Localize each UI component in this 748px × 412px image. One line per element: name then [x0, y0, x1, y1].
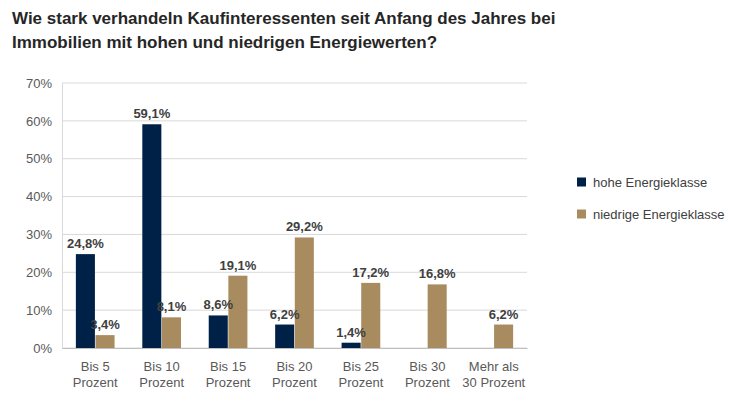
- bar: [96, 335, 115, 348]
- y-tick: 20%: [26, 265, 62, 280]
- bar: [209, 315, 228, 348]
- data-labels: 24,8% 59,1% 8,6% 6,2% 1,4% 3,4% 8,1% 19,1% 29,2%…: [67, 106, 519, 339]
- legend: hohe Energieklasse niedrige Energieklasse: [577, 175, 725, 222]
- x-tick-label: Bis 30Prozent: [405, 359, 450, 390]
- legend-item: hohe Energieklasse: [577, 175, 707, 190]
- legend-label: niedrige Energieklasse: [593, 207, 725, 222]
- data-label: 6,2%: [270, 307, 300, 322]
- grid-line: [62, 196, 527, 197]
- y-tick-label: 20%: [26, 265, 52, 280]
- x-tick: Bis 10Prozent: [139, 348, 184, 390]
- data-label: 8,1%: [157, 299, 187, 314]
- bar: [428, 284, 447, 348]
- legend-item: niedrige Energieklasse: [577, 207, 725, 222]
- data-label: 19,1%: [219, 258, 256, 273]
- grid-line: [62, 348, 527, 349]
- grid-line: [62, 83, 527, 84]
- y-tick-label: 70%: [26, 76, 52, 91]
- y-tick-label: 10%: [26, 303, 52, 318]
- bar: [275, 325, 294, 348]
- y-tick-label: 50%: [26, 151, 52, 166]
- x-tick: Bis 5Prozent: [73, 348, 118, 390]
- y-axis: 0% 10% 20% 30% 40% 50% 60% 70%: [26, 76, 63, 356]
- y-tick: 60%: [26, 114, 62, 129]
- grid-line: [62, 158, 527, 159]
- y-tick: 30%: [26, 227, 62, 242]
- data-label: 59,1%: [133, 106, 170, 121]
- bar: [142, 124, 161, 348]
- x-tick: Bis 15Prozent: [206, 348, 251, 390]
- bar: [295, 237, 314, 348]
- data-label: 3,4%: [90, 317, 120, 332]
- y-tick: 40%: [26, 189, 62, 204]
- grid-line: [62, 120, 527, 121]
- legend-swatch: [577, 210, 586, 219]
- bar: [76, 254, 95, 348]
- x-tick-label: Bis 5Prozent: [73, 359, 118, 390]
- legend-swatch: [577, 178, 586, 187]
- bar: [494, 325, 513, 348]
- y-tick: 10%: [26, 303, 62, 318]
- x-tick-label: Mehr als30 Prozent: [462, 359, 525, 390]
- x-axis-line: [63, 348, 528, 349]
- x-tick-label: Bis 25Prozent: [339, 359, 384, 390]
- y-tick-label: 0%: [33, 341, 52, 356]
- title: Wie stark verhandeln Kaufinteressenten s…: [12, 9, 555, 52]
- data-label: 16,8%: [419, 266, 456, 281]
- legend-label: hohe Energieklasse: [593, 175, 707, 190]
- x-tick-label: Bis 10Prozent: [139, 359, 184, 390]
- x-tick: Bis 25Prozent: [339, 348, 384, 390]
- y-tick: 70%: [26, 76, 62, 91]
- grid: [62, 83, 527, 348]
- x-axis: Bis 5Prozent Bis 10Prozent Bis 15Prozent Bi…: [63, 348, 528, 390]
- data-label: 6,2%: [489, 307, 519, 322]
- y-tick-label: 60%: [26, 114, 52, 129]
- x-tick-label: Bis 20Prozent: [272, 359, 317, 390]
- x-tick: Bis 30Prozent: [405, 348, 450, 390]
- plot: 0% 10% 20% 30% 40% 50% 60% 70% Bis 5Prozent Bis 1…: [26, 76, 528, 390]
- bars: [76, 124, 513, 348]
- y-tick: 50%: [26, 151, 62, 166]
- y-tick: 0%: [33, 341, 62, 356]
- chart: Wie stark verhandeln Kaufinteressenten s…: [0, 0, 748, 412]
- y-tick-label: 30%: [26, 227, 52, 242]
- bar: [162, 317, 181, 348]
- data-label: 29,2%: [286, 219, 323, 234]
- grid-line: [62, 272, 527, 273]
- data-label: 1,4%: [336, 325, 366, 340]
- data-label: 24,8%: [67, 236, 104, 251]
- data-label: 17,2%: [352, 265, 389, 280]
- y-tick-label: 40%: [26, 189, 52, 204]
- x-tick: Mehr als30 Prozent: [462, 348, 525, 390]
- x-tick-label: Bis 15Prozent: [206, 359, 251, 390]
- bar: [342, 343, 361, 348]
- y-axis-line: [62, 84, 63, 349]
- x-tick: Bis 20Prozent: [272, 348, 317, 390]
- data-label: 8,6%: [203, 297, 233, 312]
